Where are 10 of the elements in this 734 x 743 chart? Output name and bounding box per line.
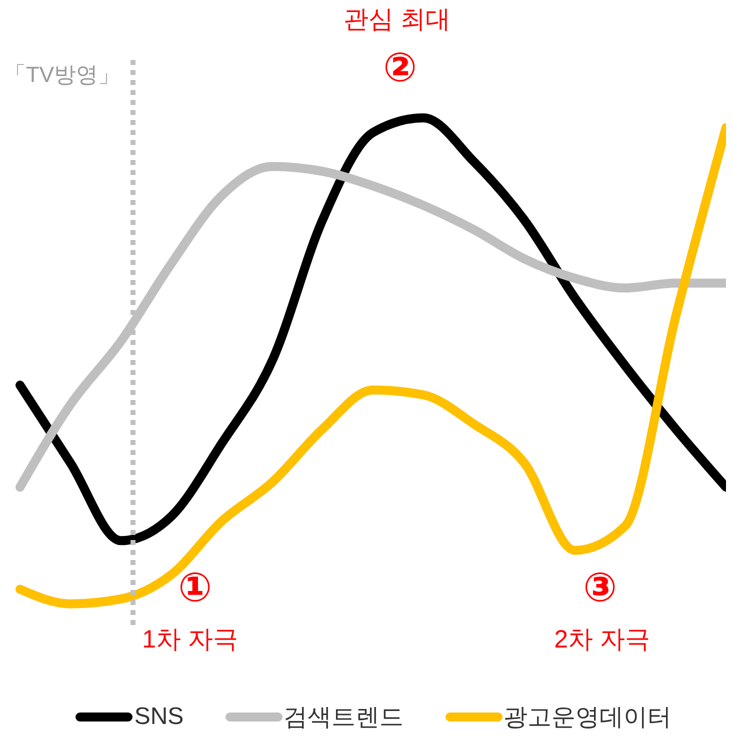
annotation: ①	[178, 566, 212, 610]
legend-label: SNS	[134, 703, 184, 731]
text: 1차 자극	[142, 625, 238, 654]
legend-label: 광고운영데이터	[504, 703, 672, 733]
text: 관심 최대	[344, 5, 450, 34]
text: 「TV방영」	[4, 62, 120, 88]
legend-label: 검색트렌드	[284, 703, 404, 733]
annotation: ③	[583, 566, 617, 610]
text: ②	[383, 46, 417, 90]
text: 2차 자극	[554, 625, 650, 654]
